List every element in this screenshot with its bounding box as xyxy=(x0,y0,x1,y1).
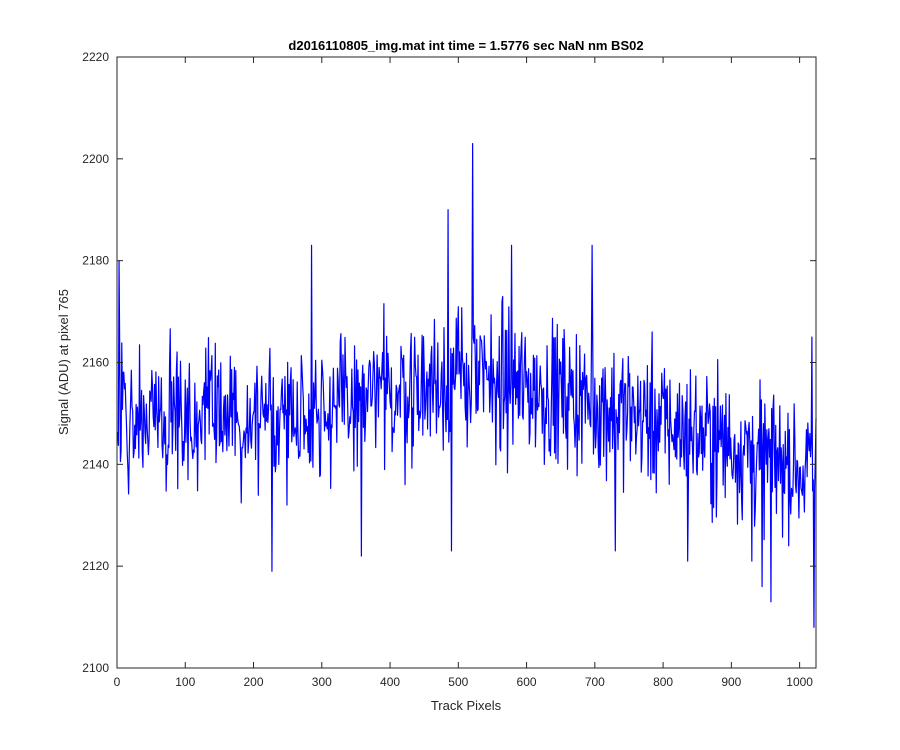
x-tick-label: 1000 xyxy=(786,675,813,689)
x-tick-label: 900 xyxy=(721,675,741,689)
y-tick-label: 2180 xyxy=(82,254,109,268)
x-tick-label: 600 xyxy=(517,675,537,689)
x-tick-label: 100 xyxy=(175,675,195,689)
ticks-layer: 0 100 200 300 400 500 600 700 800 900 1000 2100 2120… xyxy=(82,50,816,689)
y-tick-label: 2200 xyxy=(82,152,109,166)
x-tick-label: 400 xyxy=(380,675,400,689)
y-tick-label: 2100 xyxy=(82,661,109,675)
x-tick-label: 500 xyxy=(448,675,468,689)
x-tick-label: 300 xyxy=(312,675,332,689)
y-axis-label: Signal (ADU) at pixel 765 xyxy=(56,289,71,435)
x-axis-label: Track Pixels xyxy=(431,698,502,713)
x-tick-label: 200 xyxy=(244,675,264,689)
x-tick-label: 800 xyxy=(653,675,673,689)
y-tick-label: 2220 xyxy=(82,50,109,64)
y-tick-label: 2140 xyxy=(82,457,109,471)
y-tick-label: 2160 xyxy=(82,356,109,370)
chart-title: d2016110805_img.mat int time = 1.5776 se… xyxy=(288,38,643,53)
x-tick-label: 0 xyxy=(114,675,121,689)
y-tick-label: 2120 xyxy=(82,559,109,573)
x-tick-label: 700 xyxy=(585,675,605,689)
signal-series-line xyxy=(117,142,817,628)
series-layer xyxy=(117,142,817,628)
